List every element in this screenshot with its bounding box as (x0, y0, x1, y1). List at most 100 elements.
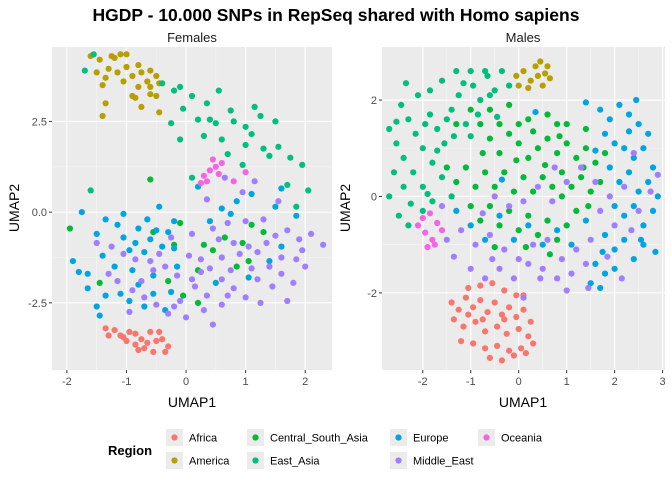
y-tick-label: 2.5 (32, 116, 47, 128)
point-middle-east (539, 265, 546, 272)
x-ticks-females: -2 -1 0 1 2 (62, 370, 308, 388)
point-central-south-asia (506, 101, 513, 108)
legend-label-central-south-asia: Central_South_Asia (270, 433, 369, 445)
point-middle-east (230, 285, 237, 292)
point-africa (150, 348, 157, 355)
point-europe (141, 249, 148, 256)
point-middle-east (108, 243, 115, 250)
point-central-south-asia (479, 150, 486, 157)
point-middle-east (489, 256, 496, 263)
point-america (515, 82, 522, 89)
point-europe (621, 212, 628, 219)
point-europe (135, 225, 142, 232)
point-east-asia (419, 207, 426, 214)
point-middle-east (126, 308, 133, 315)
point-oceania (197, 180, 204, 187)
point-america (138, 103, 145, 110)
point-central-south-asia (592, 159, 599, 166)
point-east-asia (299, 161, 306, 168)
point-central-south-asia (539, 174, 546, 181)
point-europe (165, 229, 172, 236)
point-central-south-asia (96, 279, 103, 286)
point-east-asia (171, 87, 178, 94)
point-central-south-asia (147, 176, 154, 183)
point-east-asia (81, 67, 88, 74)
point-middle-east (482, 275, 489, 282)
point-middle-east (153, 301, 160, 308)
point-east-asia (266, 152, 273, 159)
point-middle-east (177, 297, 184, 305)
point-middle-east (284, 297, 291, 305)
point-central-south-asia (482, 169, 489, 176)
point-europe (245, 274, 252, 281)
point-middle-east (266, 263, 273, 270)
point-africa (132, 330, 139, 337)
point-central-south-asia (546, 251, 554, 258)
point-europe (147, 236, 154, 243)
point-central-south-asia (515, 140, 522, 147)
point-east-asia (405, 222, 412, 229)
x-axis-title-females: UMAP1 (168, 394, 216, 410)
point-east-asia (293, 203, 300, 210)
point-europe (611, 203, 618, 210)
point-middle-east (278, 270, 285, 277)
point-europe (93, 230, 100, 237)
point-east-asia (242, 141, 249, 149)
point-middle-east (551, 164, 558, 171)
point-africa (165, 343, 172, 350)
point-europe (611, 140, 618, 147)
point-central-south-asia (530, 128, 537, 135)
point-europe (637, 236, 645, 243)
point-middle-east (248, 265, 255, 272)
point-middle-east (218, 254, 225, 261)
point-europe (601, 130, 609, 137)
point-middle-east (568, 270, 575, 277)
legend-label-east-asia: East_Asia (270, 456, 320, 468)
point-europe (630, 256, 637, 263)
point-africa (141, 345, 148, 352)
point-east-asia (212, 120, 219, 127)
legend: Region Africa America Central_South_Asia Ea… (108, 429, 543, 469)
figure-title: HGDP - 10.000 SNPs in RepSeq shared with… (93, 5, 580, 25)
point-europe (568, 241, 575, 248)
point-middle-east (203, 196, 210, 203)
point-europe (625, 128, 633, 135)
point-middle-east (621, 183, 628, 190)
point-africa (105, 332, 112, 339)
point-america (99, 112, 106, 120)
point-africa (513, 313, 520, 321)
point-east-asia (402, 80, 410, 87)
point-middle-east (582, 260, 590, 267)
point-europe (616, 101, 623, 108)
point-africa (484, 309, 491, 316)
point-middle-east (263, 239, 270, 247)
point-central-south-asia (520, 174, 527, 181)
point-africa (482, 328, 489, 335)
point-europe (156, 203, 163, 210)
point-europe (84, 285, 91, 292)
point-east-asia (200, 132, 207, 139)
point-central-south-asia (496, 121, 503, 128)
legend-swatch-east-asia (252, 457, 259, 464)
point-east-asia (230, 118, 237, 125)
point-america (513, 72, 520, 79)
point-middle-east (299, 247, 306, 254)
point-europe (168, 288, 175, 296)
point-america (546, 75, 554, 82)
point-africa (486, 354, 493, 361)
point-central-south-asia (194, 299, 202, 306)
point-america (153, 92, 160, 100)
point-middle-east (530, 241, 537, 248)
point-africa (518, 345, 525, 352)
point-east-asia (419, 183, 426, 190)
point-oceania (218, 160, 225, 167)
point-oceania (212, 163, 219, 170)
point-middle-east (563, 287, 570, 294)
point-central-south-asia (558, 169, 566, 176)
point-middle-east (105, 270, 112, 277)
point-middle-east (654, 171, 661, 178)
point-europe (233, 198, 240, 205)
point-middle-east (525, 260, 532, 267)
point-east-asia (177, 136, 184, 143)
panel-females: Females -2 -1 0 1 2 -2.5 0.0 2.5 UMAP1 UMAP2 (6, 29, 332, 410)
